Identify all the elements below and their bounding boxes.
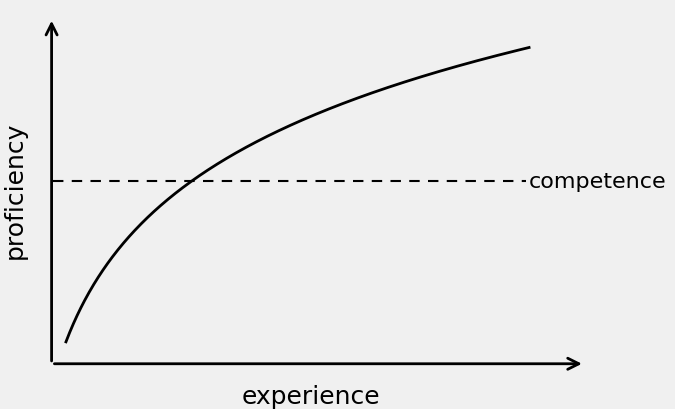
- Text: proficiency: proficiency: [3, 121, 26, 258]
- Text: competence: competence: [529, 171, 667, 191]
- Text: experience: experience: [242, 384, 381, 408]
